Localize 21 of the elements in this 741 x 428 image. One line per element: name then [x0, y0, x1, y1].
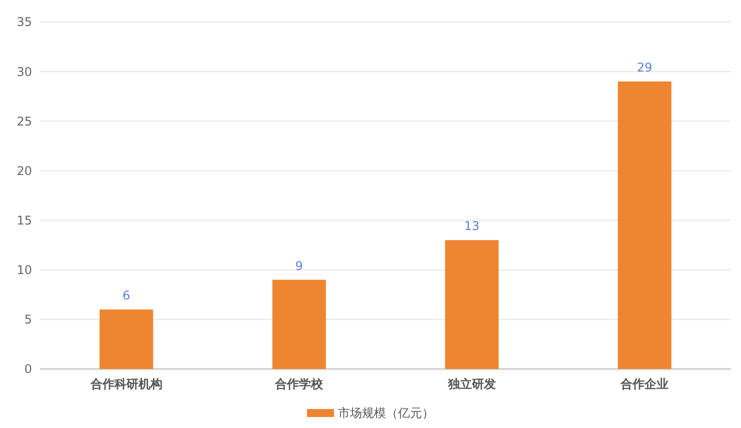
bar: [272, 280, 326, 369]
legend-label: 市场规模（亿元）: [338, 406, 434, 420]
y-tick-label: 10: [16, 263, 32, 278]
y-tick-label: 5: [24, 312, 32, 327]
bar: [618, 81, 672, 369]
y-tick-label: 25: [16, 114, 32, 128]
y-tick-label: 35: [16, 15, 32, 30]
x-tick-label: 独立研发: [446, 377, 496, 391]
x-tick-label: 合作科研机构: [89, 377, 162, 391]
y-tick-label: 20: [16, 164, 32, 178]
y-tick-label: 15: [16, 213, 32, 228]
data-label: 29: [636, 60, 652, 74]
x-tick-label: 合作企业: [620, 377, 669, 391]
bar: [100, 310, 154, 369]
data-label: 13: [464, 219, 480, 234]
y-tick-label: 0: [24, 362, 32, 376]
x-tick-label: 合作学校: [274, 377, 324, 391]
y-tick-label: 30: [16, 64, 32, 79]
data-label: 6: [122, 288, 130, 303]
data-label: 9: [295, 258, 303, 273]
bar: [445, 240, 499, 369]
